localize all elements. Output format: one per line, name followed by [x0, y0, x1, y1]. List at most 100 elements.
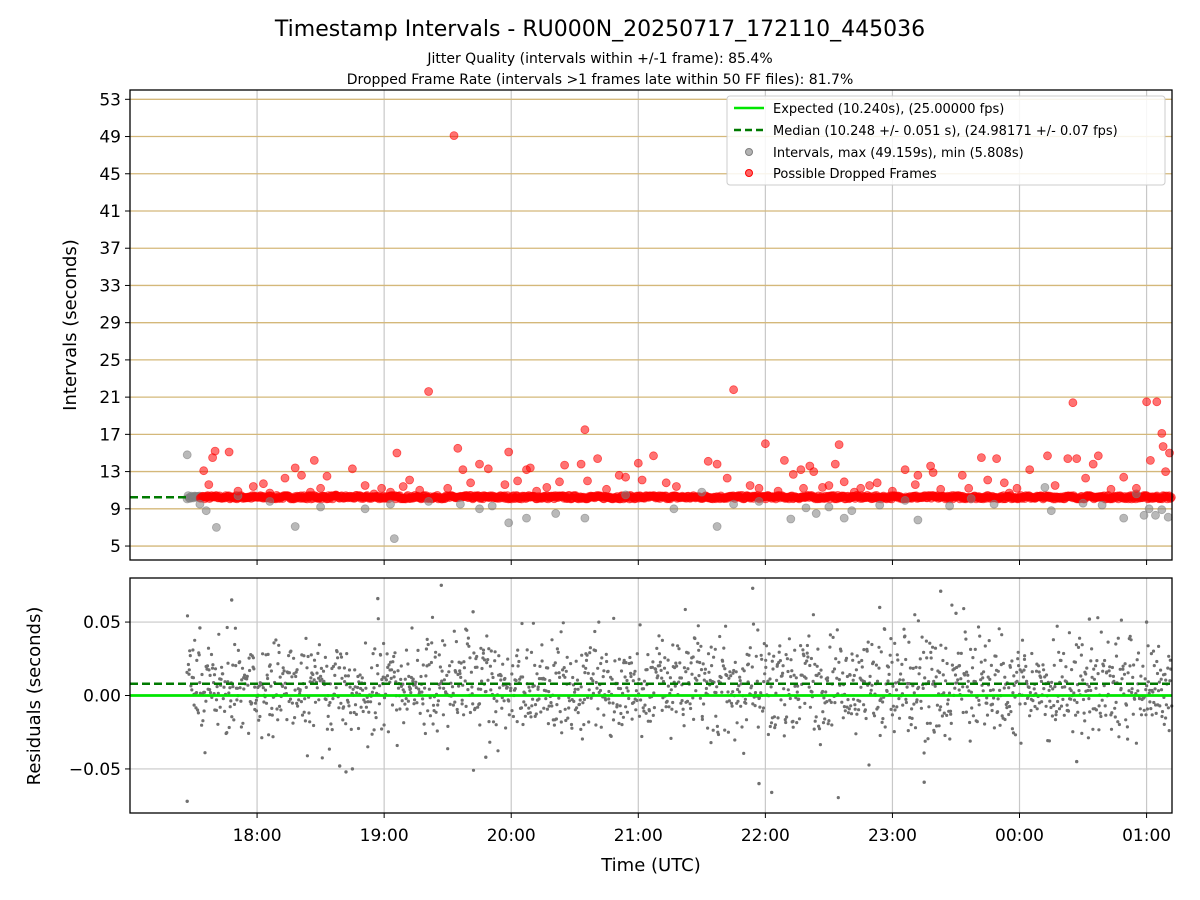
residual-point [253, 701, 258, 705]
residual-point [943, 733, 947, 738]
dropped-frame-point [649, 451, 658, 461]
residual-point [610, 677, 614, 681]
residual-point [402, 690, 406, 694]
residual-point [230, 715, 234, 719]
residual-point [1111, 674, 1115, 679]
residual-point [421, 663, 425, 667]
residual-point [1141, 664, 1145, 668]
residual-point [1065, 703, 1069, 707]
residual-point [561, 621, 565, 625]
residual-point [779, 698, 783, 702]
residual-point [870, 642, 874, 647]
residual-point [883, 725, 887, 729]
residual-point [1129, 638, 1133, 642]
residual-point [543, 677, 547, 681]
residual-point [579, 727, 583, 732]
residual-point [376, 617, 380, 621]
residual-point [564, 669, 568, 673]
residual-point [812, 727, 816, 731]
dropped-frame-point [204, 480, 214, 490]
residual-point [234, 664, 238, 668]
interval-point [801, 503, 811, 513]
residual-point [770, 659, 774, 663]
time-x-tick-label: 01:00 [1122, 826, 1171, 846]
residual-point [895, 705, 899, 709]
residual-point [593, 629, 597, 634]
residual-point [978, 634, 982, 638]
residual-point [252, 667, 256, 671]
residual-point [1001, 661, 1006, 666]
residual-point [1109, 727, 1114, 731]
residual-point [734, 670, 738, 674]
residual-point [622, 661, 626, 665]
residual-point [510, 672, 514, 676]
residual-point [803, 661, 807, 666]
residual-point [574, 659, 578, 663]
residual-point [191, 648, 195, 652]
residual-point [979, 660, 983, 664]
residual-point [587, 720, 591, 724]
interval-point [360, 504, 370, 514]
dropped-frame-point [773, 486, 783, 496]
dropped-frame-point [453, 443, 463, 453]
residual-point [325, 664, 329, 668]
residual-point [883, 627, 887, 632]
figure-title: Timestamp Intervals - RU000N_20250717_17… [274, 17, 925, 42]
residual-point [340, 676, 344, 680]
residual-point [674, 710, 678, 714]
residual-point [900, 662, 904, 667]
dropped-frame-point [888, 486, 897, 496]
residual-point [386, 665, 390, 670]
residual-point [666, 684, 671, 688]
residual-point [832, 667, 837, 671]
residual-point [198, 626, 202, 630]
residual-point [855, 712, 859, 716]
residual-point [278, 675, 282, 679]
residual-point [968, 739, 972, 743]
residual-point [333, 673, 337, 678]
residual-point [356, 726, 361, 731]
dropped-frame-point [576, 459, 586, 469]
residual-point [1103, 704, 1107, 708]
residual-point [842, 705, 847, 709]
residual-point [337, 706, 341, 710]
residual-point [1148, 700, 1152, 704]
residual-point [379, 653, 383, 657]
residuals-y-ticks: −0.050.000.05 [69, 613, 130, 780]
residual-point [770, 790, 774, 795]
residual-point [534, 712, 538, 716]
residual-point [392, 675, 396, 679]
residual-point [1074, 643, 1078, 647]
residual-point [285, 718, 289, 722]
residual-point [810, 690, 814, 694]
residual-point [924, 639, 929, 643]
residual-point [817, 672, 821, 676]
residual-point [313, 664, 317, 669]
residual-point [989, 663, 994, 668]
residual-point [384, 678, 388, 682]
residual-point [349, 727, 353, 732]
residual-point [213, 667, 218, 671]
residual-point [431, 722, 435, 726]
residual-point [513, 687, 517, 691]
residual-point [596, 666, 600, 670]
residual-point [1030, 670, 1034, 674]
residual-point [313, 700, 318, 704]
residual-point [795, 690, 799, 694]
residual-point [424, 647, 428, 651]
residual-point [828, 645, 832, 649]
dropped-frame-point [1043, 451, 1052, 461]
residual-point [1055, 624, 1059, 628]
residual-point [464, 704, 468, 709]
residual-point [344, 722, 348, 726]
residual-point [372, 728, 376, 732]
residual-point [441, 639, 445, 643]
residual-point [754, 654, 758, 658]
dropped-frame-point [347, 464, 357, 474]
residual-point [345, 652, 349, 656]
residual-point [452, 629, 456, 633]
residual-point [1159, 668, 1163, 672]
residual-point [864, 716, 868, 721]
residual-point [1079, 653, 1083, 657]
residual-point [503, 676, 507, 681]
